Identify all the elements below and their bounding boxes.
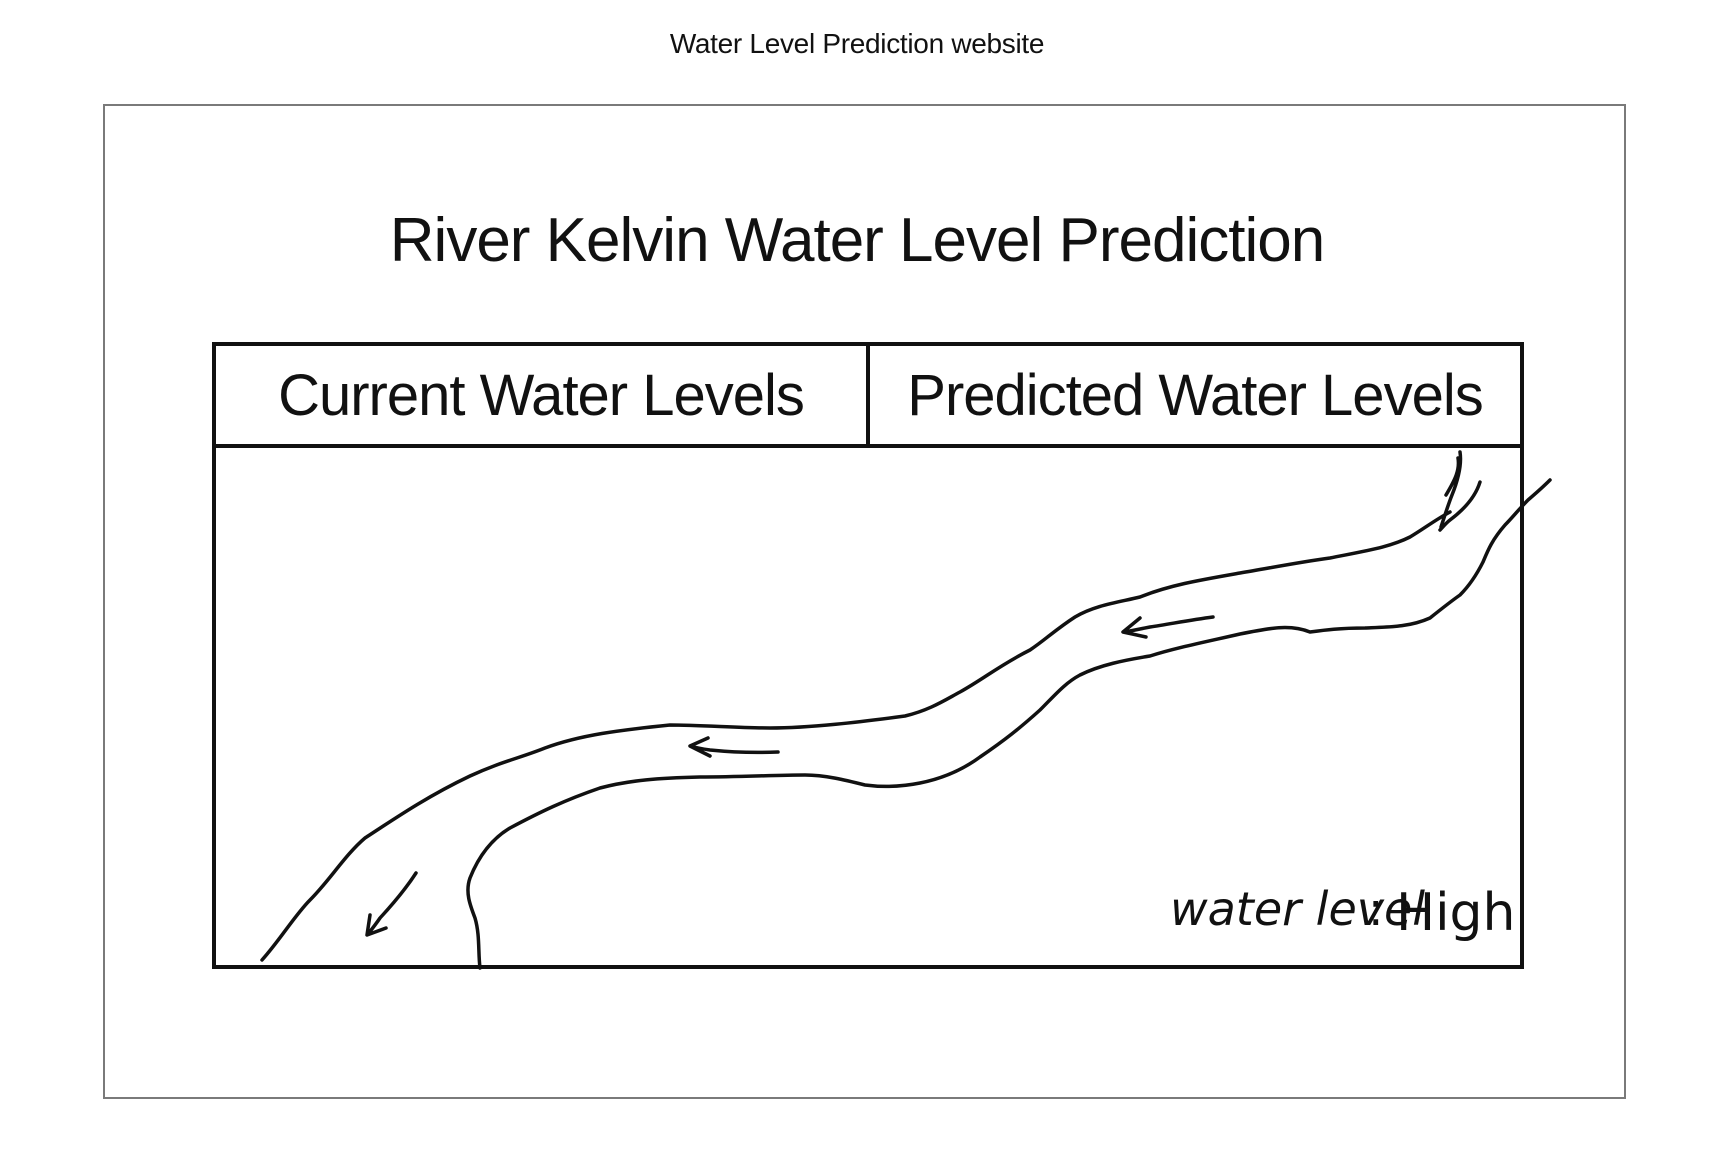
page-caption: Water Level Prediction website bbox=[669, 28, 1045, 59]
tab-bar: Current Water Levels Predicted Water Lev… bbox=[216, 346, 1520, 448]
website-frame bbox=[103, 104, 1626, 1099]
tab-current-water-levels[interactable]: Current Water Levels bbox=[278, 362, 805, 428]
water-level-panel: Current Water Levels Predicted Water Lev… bbox=[212, 342, 1524, 969]
tab-predicted-water-levels[interactable]: Predicted Water Levels bbox=[866, 346, 1520, 444]
page-title: River Kelvin Water Level Prediction bbox=[389, 206, 1325, 275]
